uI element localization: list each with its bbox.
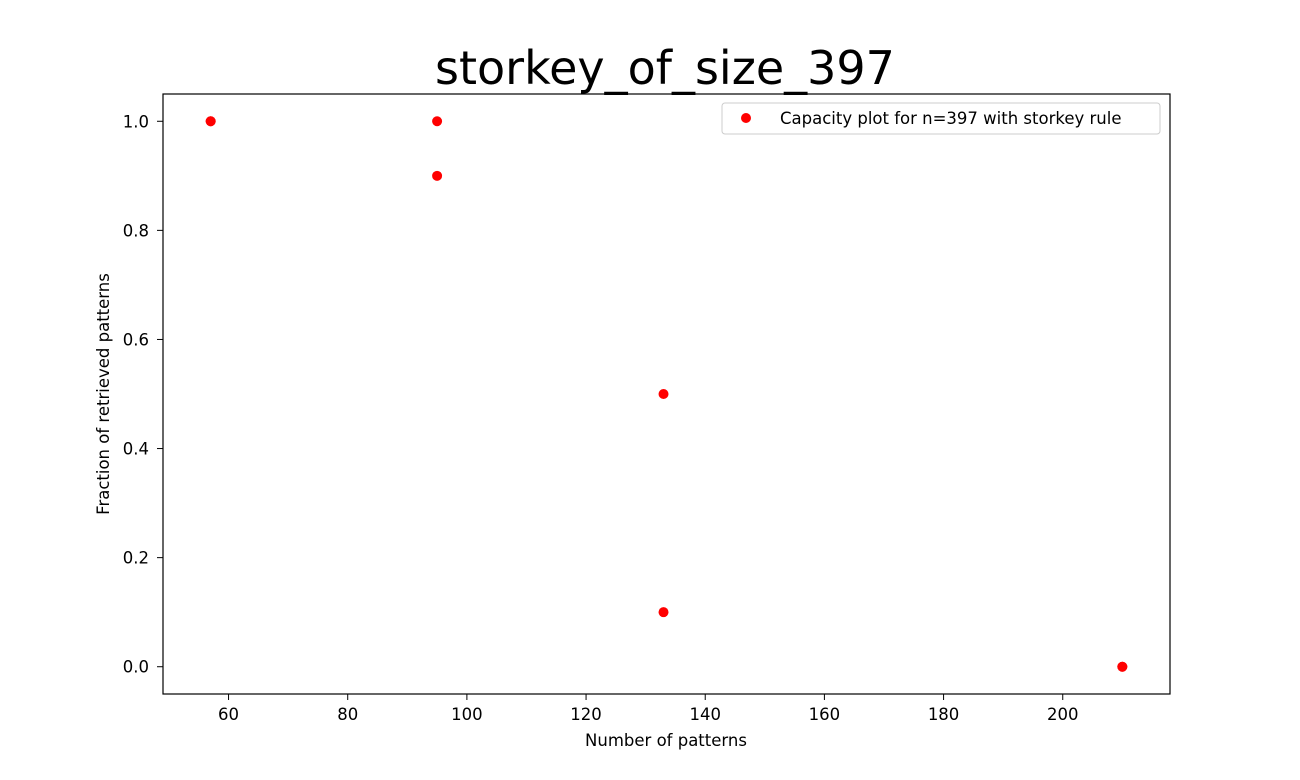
data-point	[658, 607, 669, 618]
x-tick-label: 120	[570, 705, 602, 724]
y-tick-label: 0.6	[123, 330, 149, 349]
y-axis-label: Fraction of retrieved patterns	[94, 273, 113, 515]
y-tick-label: 0.0	[123, 658, 149, 677]
data-point	[432, 170, 443, 181]
x-tick-label: 160	[809, 705, 841, 724]
data-point	[205, 116, 216, 127]
data-point	[1117, 661, 1128, 672]
x-tick-label: 140	[689, 705, 721, 724]
x-tick-label: 80	[337, 705, 358, 724]
y-tick-label: 0.4	[123, 440, 149, 459]
plot-frame	[162, 93, 1171, 695]
chart-title: storkey_of_size_397	[435, 41, 895, 95]
legend-marker	[741, 113, 751, 123]
y-tick-label: 1.0	[123, 112, 149, 131]
plot-area: 60 80 100 120 140 160 180 200 0.0 0.2 0.4 0.6 0.8 1.0	[123, 93, 1171, 724]
x-tick-label: 200	[1047, 705, 1079, 724]
legend-box	[721, 102, 1161, 135]
data-point	[658, 389, 669, 399]
x-tick-label: 60	[218, 705, 239, 724]
x-tick-label: 100	[451, 705, 483, 724]
x-axis-label: Number of patterns	[585, 731, 747, 750]
y-tick-label: 0.8	[123, 221, 149, 240]
legend-label: Capacity plot for n=397 with storkey rul…	[780, 109, 1121, 128]
x-tick-label: 180	[928, 705, 960, 724]
legend: Capacity plot for n=397 with storkey rul…	[721, 102, 1161, 135]
data-point	[432, 116, 443, 127]
y-tick-label: 0.2	[123, 549, 149, 568]
